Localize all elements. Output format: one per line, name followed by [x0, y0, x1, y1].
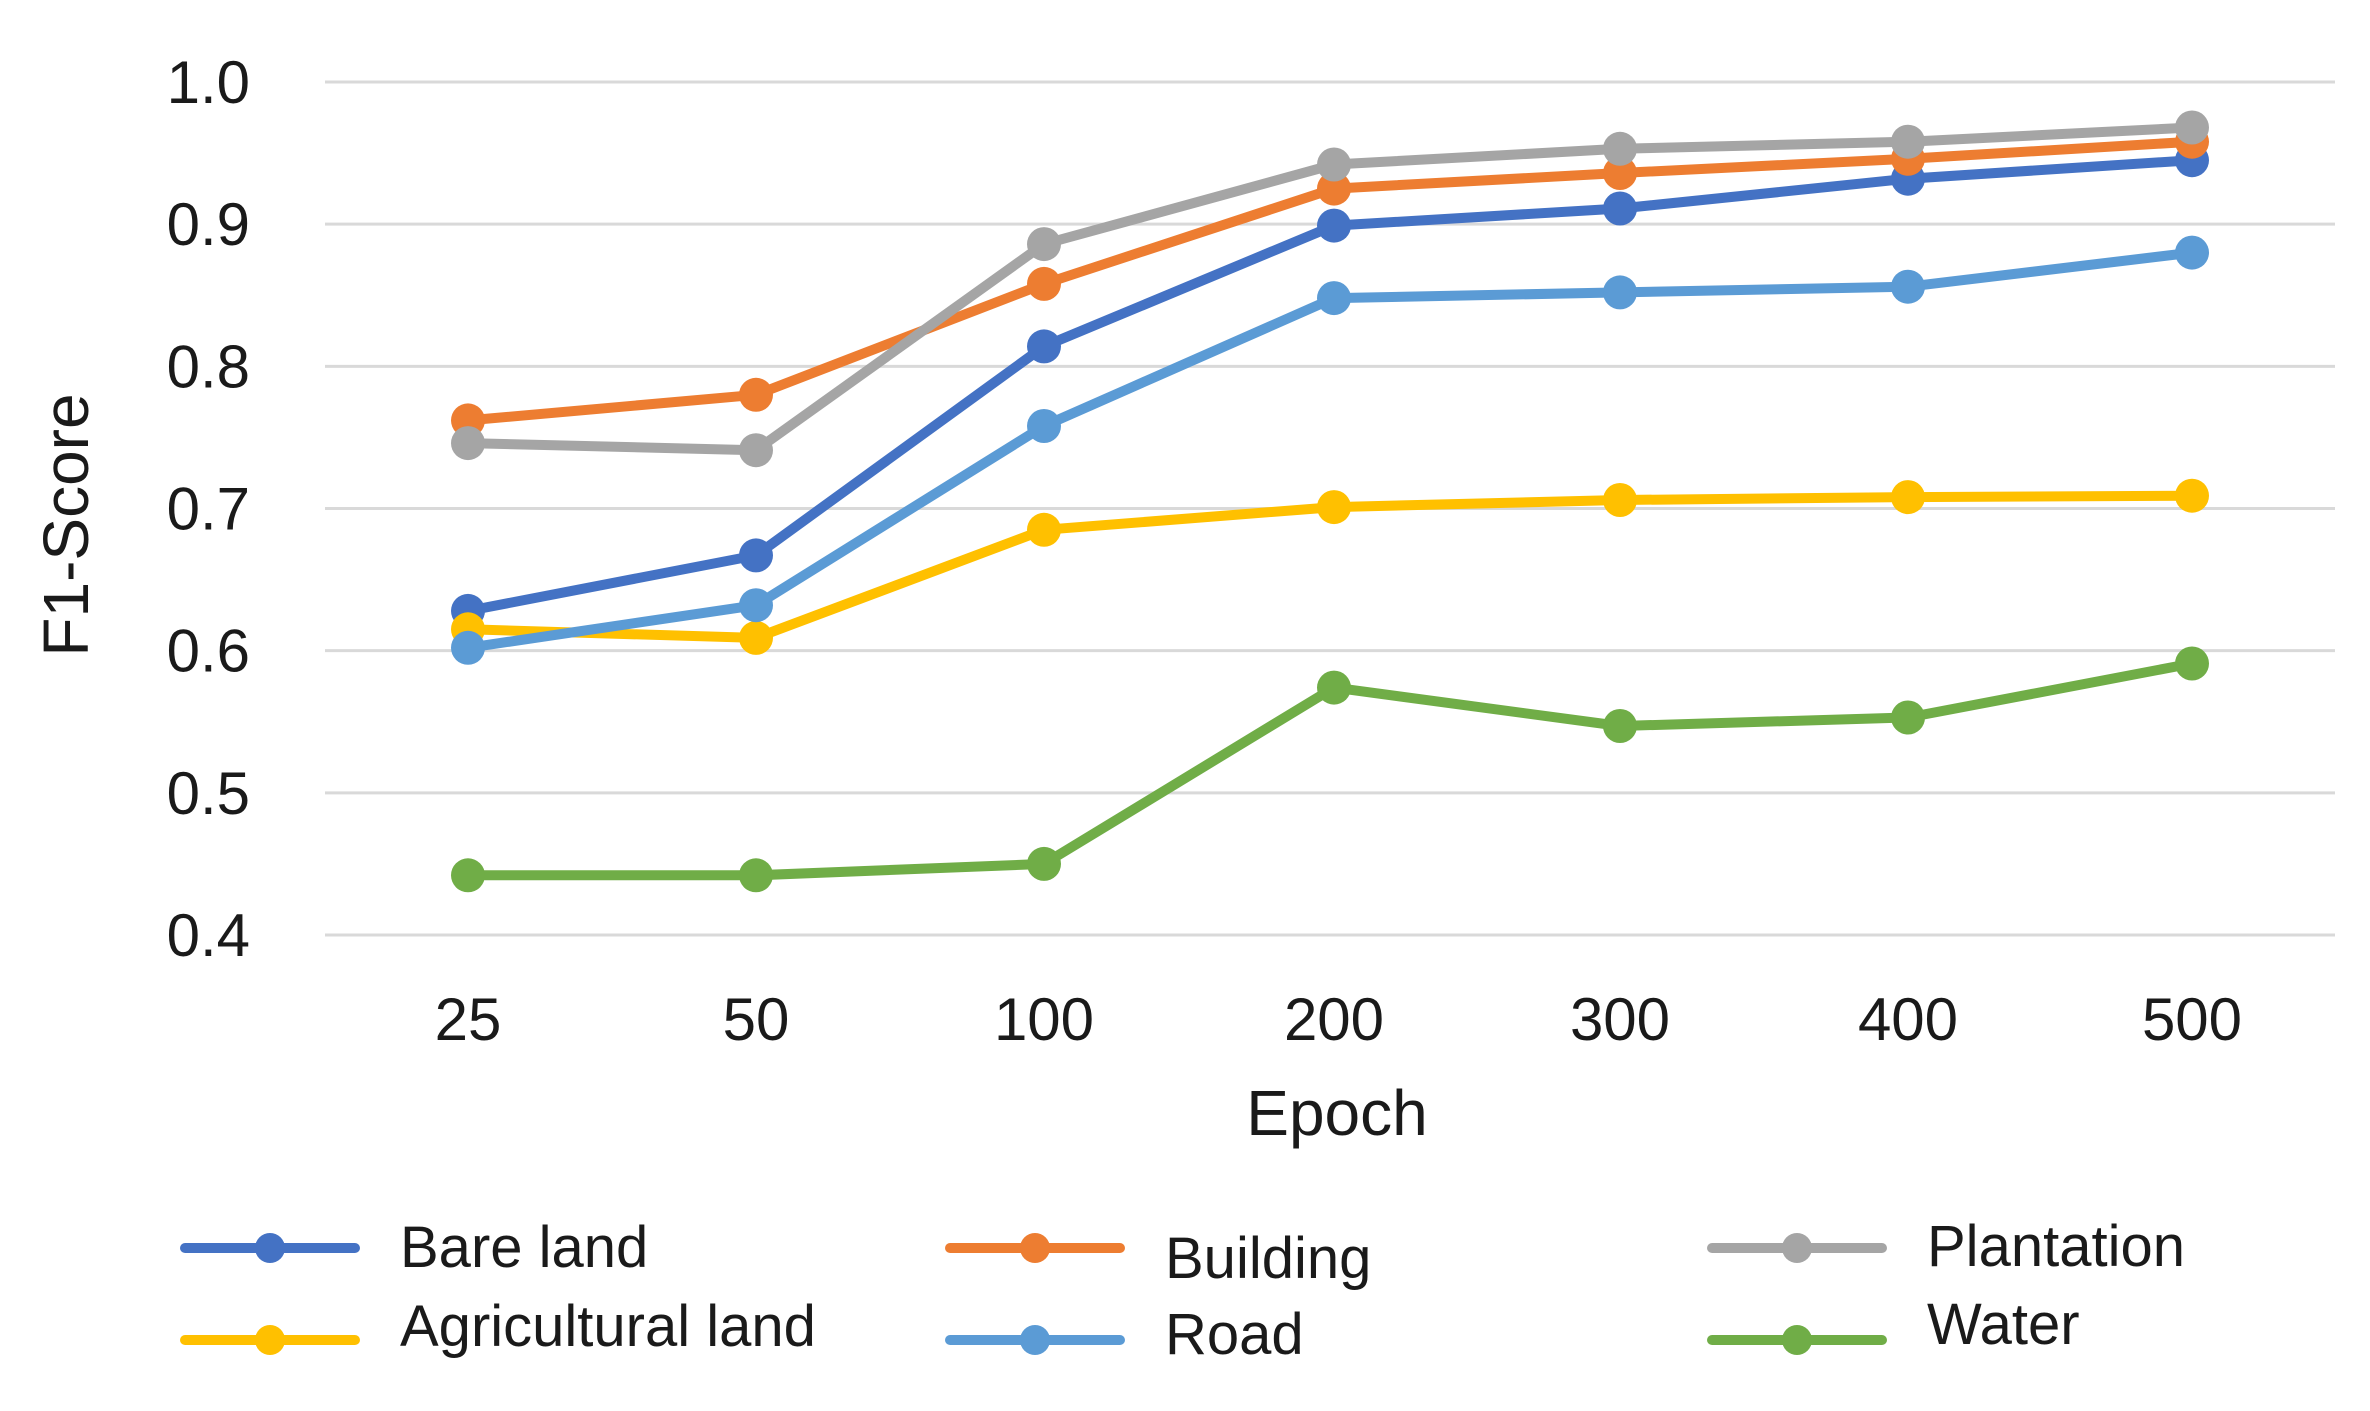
- legend-item: Water: [1707, 1292, 2080, 1357]
- legend-item: Bare land: [180, 1215, 648, 1280]
- legend-label: Plantation: [1927, 1214, 2185, 1279]
- data-point: [1027, 227, 1061, 262]
- legend-label: Water: [1927, 1292, 2080, 1357]
- data-point: [1603, 483, 1637, 517]
- y-tick-label: 0.6: [167, 618, 250, 685]
- data-point: [1317, 281, 1351, 316]
- x-tick-label: 25: [435, 986, 502, 1053]
- series-plantation: [451, 110, 2209, 468]
- data-point: [451, 858, 485, 893]
- x-tick-label: 400: [1858, 986, 1958, 1053]
- legend-item: Road: [945, 1302, 1304, 1367]
- legend-label: Bare land: [400, 1215, 648, 1280]
- x-tick-label: 300: [1570, 986, 1670, 1053]
- legend-label: Road: [1165, 1302, 1304, 1367]
- data-point: [1027, 409, 1061, 443]
- data-point: [1603, 156, 1637, 190]
- data-point: [1891, 269, 1925, 304]
- series-lines: [451, 110, 2209, 893]
- legend-item: Building: [945, 1226, 1371, 1291]
- x-tick-label: 100: [994, 986, 1094, 1053]
- legend-label: Building: [1165, 1226, 1371, 1291]
- data-point: [739, 588, 773, 623]
- legend-item: Agricultural land: [180, 1294, 816, 1359]
- data-point: [739, 433, 773, 468]
- data-point: [1027, 266, 1061, 301]
- series-bare-land: [451, 143, 2209, 628]
- legend-swatch-marker: [1782, 1233, 1812, 1263]
- y-tick-label: 1.0: [167, 49, 250, 116]
- data-point: [2175, 646, 2209, 681]
- data-point: [1603, 191, 1637, 226]
- y-tick-label: 0.4: [167, 902, 250, 969]
- legend-swatch-marker: [255, 1325, 285, 1355]
- x-tick-label: 200: [1284, 986, 1384, 1053]
- data-point: [1317, 490, 1351, 525]
- y-axis-title: F1-Score: [30, 393, 102, 656]
- legend-swatch-marker: [1020, 1325, 1050, 1355]
- y-axis-ticks: 0.4 0.5 0.6 0.7 0.8 0.9 1.0: [167, 49, 250, 969]
- data-point: [1317, 147, 1351, 182]
- data-point: [1317, 171, 1351, 206]
- series-water: [451, 646, 2209, 893]
- data-point: [1603, 275, 1637, 310]
- legend-swatch-marker: [1782, 1325, 1812, 1355]
- data-point: [1027, 512, 1061, 547]
- data-point: [1317, 208, 1351, 243]
- data-point: [1027, 329, 1061, 364]
- data-point: [739, 538, 773, 573]
- data-point: [1317, 670, 1351, 705]
- data-point: [739, 620, 773, 655]
- legend: Bare land Building Plantation Agricultural …: [180, 1214, 2185, 1367]
- y-tick-label: 0.7: [167, 476, 250, 543]
- data-point: [1027, 846, 1061, 881]
- data-point: [739, 377, 773, 412]
- data-point: [1891, 480, 1925, 515]
- legend-item: Plantation: [1707, 1214, 2185, 1279]
- data-point: [1891, 124, 1925, 159]
- data-point: [1603, 709, 1637, 743]
- x-tick-label: 50: [723, 986, 790, 1053]
- data-point: [1603, 131, 1637, 166]
- series-road: [451, 235, 2209, 665]
- data-point: [2175, 478, 2209, 513]
- y-tick-label: 0.9: [167, 191, 250, 258]
- legend-swatch-marker: [255, 1233, 285, 1263]
- legend-swatch-marker: [1020, 1233, 1050, 1263]
- x-tick-label: 500: [2142, 986, 2242, 1053]
- x-axis-ticks: 25 50 100 200 300 400 500: [435, 986, 2242, 1053]
- data-point: [451, 426, 485, 461]
- data-point: [2175, 110, 2209, 145]
- x-axis-title: Epoch: [1246, 1077, 1427, 1149]
- data-point: [451, 630, 485, 665]
- y-tick-label: 0.5: [167, 760, 250, 827]
- legend-label: Agricultural land: [400, 1294, 816, 1359]
- data-point: [2175, 235, 2209, 270]
- data-point: [739, 858, 773, 893]
- y-tick-label: 0.8: [167, 333, 250, 400]
- data-point: [1891, 700, 1925, 735]
